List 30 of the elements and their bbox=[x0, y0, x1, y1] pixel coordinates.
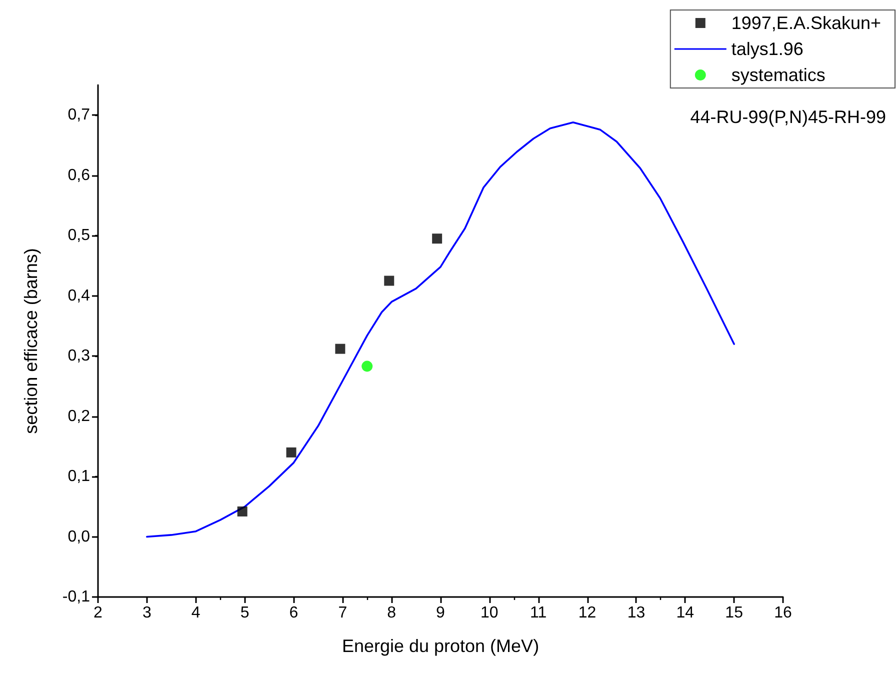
x-tick-label: 2 bbox=[94, 604, 103, 622]
y-tick-label: 0,1 bbox=[68, 468, 90, 486]
x-tick-label: 16 bbox=[774, 604, 792, 622]
x-tick-label: 3 bbox=[142, 604, 152, 622]
x-tick-label: 5 bbox=[240, 604, 250, 622]
x-tick-label: 7 bbox=[338, 604, 348, 622]
y-tick-label: 0,2 bbox=[68, 408, 90, 425]
text: systematics bbox=[731, 65, 826, 85]
legend-label: 1997,E.A.Skakun+ bbox=[731, 13, 881, 33]
x-tick-label: 13 bbox=[627, 604, 646, 622]
x-tick-label: 12 bbox=[578, 604, 596, 622]
x-tick-label: 15 bbox=[725, 604, 744, 622]
y-tick-label: 0,7 bbox=[68, 106, 90, 124]
y-tick-label: 0,5 bbox=[68, 227, 90, 244]
x-tick-label: 11 bbox=[530, 604, 547, 622]
y-tick-label: -0,1 bbox=[62, 588, 90, 606]
x-tick-label: 10 bbox=[480, 604, 498, 622]
x-tick-label: 4 bbox=[191, 604, 200, 622]
annotation: 44-RU-99(P,N)45-RH-99 bbox=[690, 107, 886, 127]
x-tick-label: 14 bbox=[676, 604, 694, 622]
y-tick-label: 0,0 bbox=[68, 528, 90, 546]
y-axis-title: section efficace (barns) bbox=[21, 248, 41, 434]
x-tick-label: 8 bbox=[387, 604, 396, 622]
x-tick-label: 6 bbox=[289, 604, 298, 622]
y-tick-label: 0,4 bbox=[68, 287, 90, 304]
y-tick-label: 0,3 bbox=[68, 348, 90, 365]
x-axis-title: Energie du proton (MeV) bbox=[342, 636, 540, 656]
legend-label: talys1.96 bbox=[731, 39, 804, 59]
x-tick-label: 9 bbox=[436, 604, 446, 622]
y-tick-label: 0,6 bbox=[68, 166, 90, 184]
